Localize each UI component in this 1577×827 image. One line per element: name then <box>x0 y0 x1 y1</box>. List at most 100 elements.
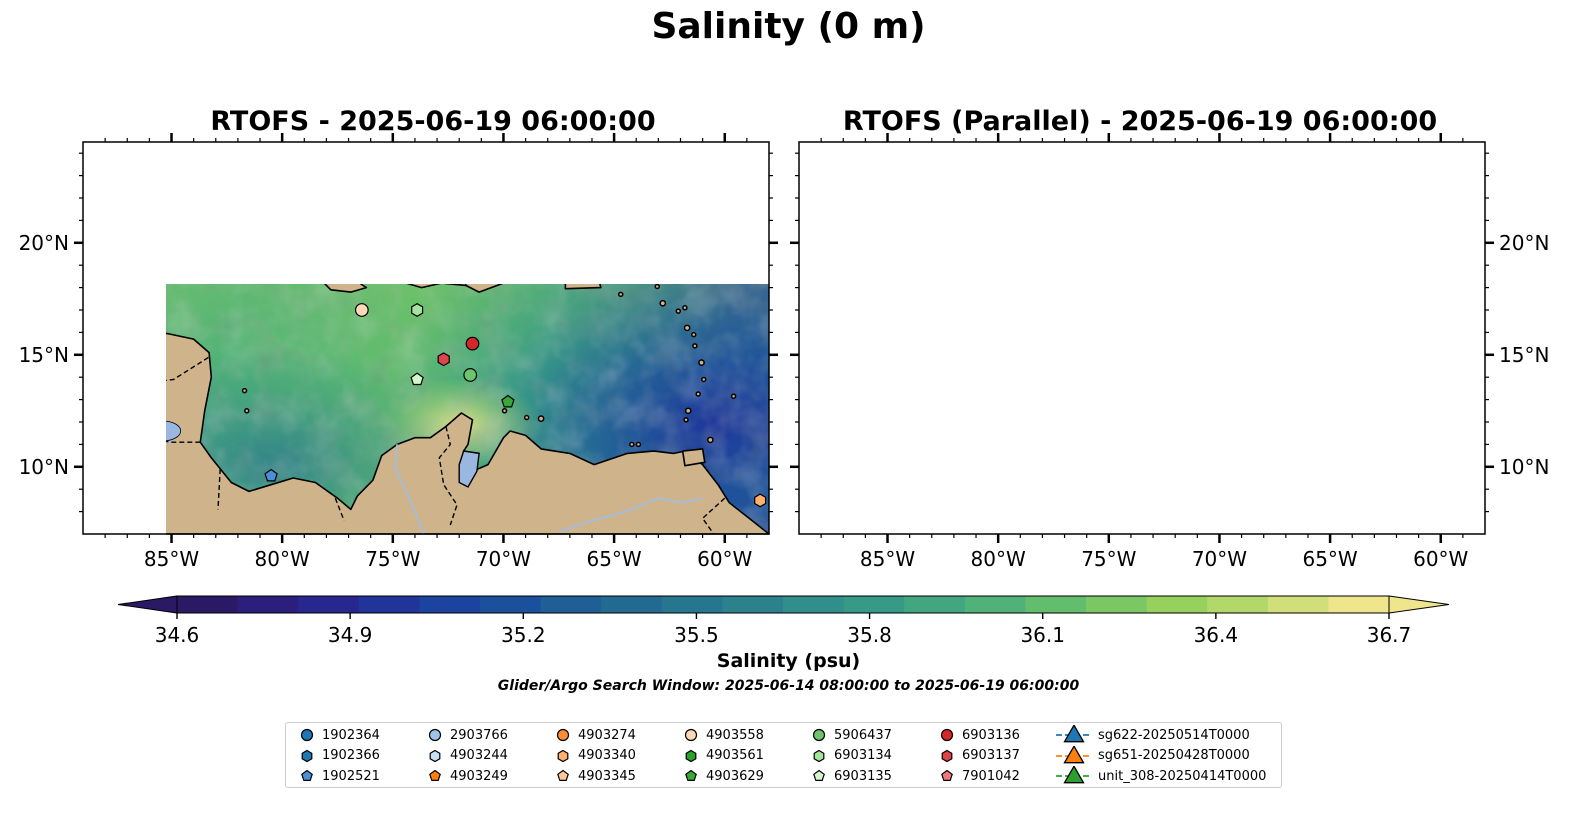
float-marker-6903135 <box>1127 373 1139 384</box>
lon-tick-label: 85°W <box>144 547 199 571</box>
legend-label: 5906437 <box>834 727 892 743</box>
legend-label: 4903249 <box>450 768 508 784</box>
float-marker-6903136 <box>465 336 480 351</box>
float-marker-2903766 <box>289 234 302 247</box>
circle-marker-icon <box>300 728 314 742</box>
colorbar-segment <box>1025 596 1087 613</box>
float-marker-7901042 <box>99 463 111 474</box>
pentagon-marker-icon <box>685 769 697 781</box>
colorbar-segment <box>1207 596 1269 613</box>
float-marker-4903345 <box>739 254 751 265</box>
float-marker-1902521 <box>981 470 993 481</box>
colorbar-segment <box>540 596 602 613</box>
float-marker-1902366 <box>1254 154 1265 167</box>
legend-label: 1902521 <box>322 768 380 784</box>
colorbar-segment <box>601 596 663 613</box>
colorbar-segment <box>904 596 966 613</box>
colorbar-segment <box>298 596 360 613</box>
float-marker-7901042 <box>815 463 827 474</box>
colorbar-tick-label: 35.2 <box>501 623 546 647</box>
lat-tick-label: 20°N <box>19 231 69 255</box>
float-marker-6903134 <box>1128 304 1139 317</box>
float-marker-4903561 <box>383 254 394 267</box>
circle-marker-icon <box>940 728 954 742</box>
legend-label: 7901042 <box>962 768 1020 784</box>
figure-title: Salinity (0 m) <box>651 6 926 47</box>
search-window-note: Glider/Argo Search Window: 2025-06-14 08… <box>497 678 1080 694</box>
legend-label: 6903137 <box>962 748 1020 763</box>
legend-label: 1902366 <box>322 748 380 763</box>
float-marker-4903340 <box>1471 494 1482 507</box>
colorbar-tick-label: 34.6 <box>155 623 200 647</box>
circle-marker-icon <box>428 728 442 742</box>
glider-marker-unit_308-20250414T0000 <box>959 135 980 153</box>
hexagon-marker-icon <box>557 749 569 762</box>
pentagon-marker-icon <box>813 769 825 781</box>
map-frame <box>798 141 1486 535</box>
legend-label: 6903136 <box>962 727 1020 743</box>
float-marker-5906437 <box>1180 369 1193 382</box>
legend-label: 4903340 <box>578 748 636 763</box>
legend-item-4903274: 4903274 <box>554 725 636 745</box>
pentagon-marker-icon <box>557 769 569 781</box>
lon-tick-label: 75°W <box>1081 547 1136 571</box>
colorbar-segment <box>177 596 239 613</box>
colorbar-segment <box>661 596 723 613</box>
lon-tick-label: 70°W <box>1192 547 1247 571</box>
glider-marker-sg622-20250514T0000 <box>119 235 140 253</box>
float-marker-4903249 <box>864 185 876 196</box>
lon-tick-label: 65°W <box>586 547 641 571</box>
triangle-marker-icon <box>1056 745 1092 763</box>
legend-item-6903137: 6903137 <box>938 746 1020 766</box>
colorbar-segment <box>480 596 542 613</box>
triangle-marker-icon <box>1056 766 1092 784</box>
legend-label: 4903274 <box>578 727 636 743</box>
circle-marker-icon <box>684 728 698 742</box>
panel-title-rtofs: RTOFS - 2025-06-19 06:00:00 <box>210 106 656 137</box>
glider-marker-sg651-20250428T0000 <box>831 240 852 258</box>
float-marker-6903137 <box>1154 353 1165 366</box>
legend-label: 4903561 <box>706 748 764 763</box>
colorbar-segment <box>237 596 299 613</box>
hexagon-marker-icon <box>301 749 313 762</box>
triangle-marker-icon <box>1056 725 1092 743</box>
colorbar-segment <box>964 596 1026 613</box>
pentagon-marker-icon <box>941 769 953 781</box>
float-marker-6903137 <box>437 352 450 367</box>
colorbar-segment <box>843 596 905 613</box>
float-marker-6903135 <box>410 372 424 386</box>
colorbar-segment <box>358 596 420 613</box>
legend-item-unit_308-20250414T0000: unit_308-20250414T0000 <box>1056 766 1266 786</box>
lat-tick-label: 15°N <box>1499 343 1549 367</box>
pentagon-marker-icon <box>429 769 441 781</box>
map-panel-rtofs <box>99 185 770 535</box>
float-marker-6903134 <box>411 303 424 317</box>
pentagon-marker-icon <box>301 769 313 781</box>
lat-tick-label: 10°N <box>1499 455 1549 479</box>
legend-item-4903629: 4903629 <box>682 766 764 786</box>
circle-marker-icon <box>812 728 826 742</box>
legend-item-6903134: 6903134 <box>810 746 892 766</box>
colorbar-tick-label: 35.5 <box>674 623 719 647</box>
colorbar-segment <box>419 596 481 613</box>
lon-tick-label: 60°W <box>697 547 752 571</box>
legend-label: 4903345 <box>578 768 636 784</box>
legend-label: 2903766 <box>450 727 508 743</box>
legend-item-6903136: 6903136 <box>938 725 1020 745</box>
hexagon-marker-icon <box>941 749 953 762</box>
legend-item-4903249: 4903249 <box>426 766 508 786</box>
legend-label: sg651-20250428T0000 <box>1098 748 1250 763</box>
lon-tick-label: 80°W <box>971 547 1026 571</box>
lat-tick-label: 20°N <box>1499 231 1549 255</box>
float-marker-4903629 <box>501 394 515 408</box>
float-marker-4903249 <box>148 185 160 196</box>
float-marker-4903561 <box>1099 254 1110 267</box>
colorbar-segment <box>783 596 845 613</box>
lon-tick-label: 70°W <box>476 547 531 571</box>
float-marker-4903345 <box>1455 254 1467 265</box>
float-marker-6903136 <box>1182 337 1195 350</box>
circle-marker-icon <box>556 728 570 742</box>
legend-item-4903561: 4903561 <box>682 746 764 766</box>
colorbar-segment <box>722 596 784 613</box>
